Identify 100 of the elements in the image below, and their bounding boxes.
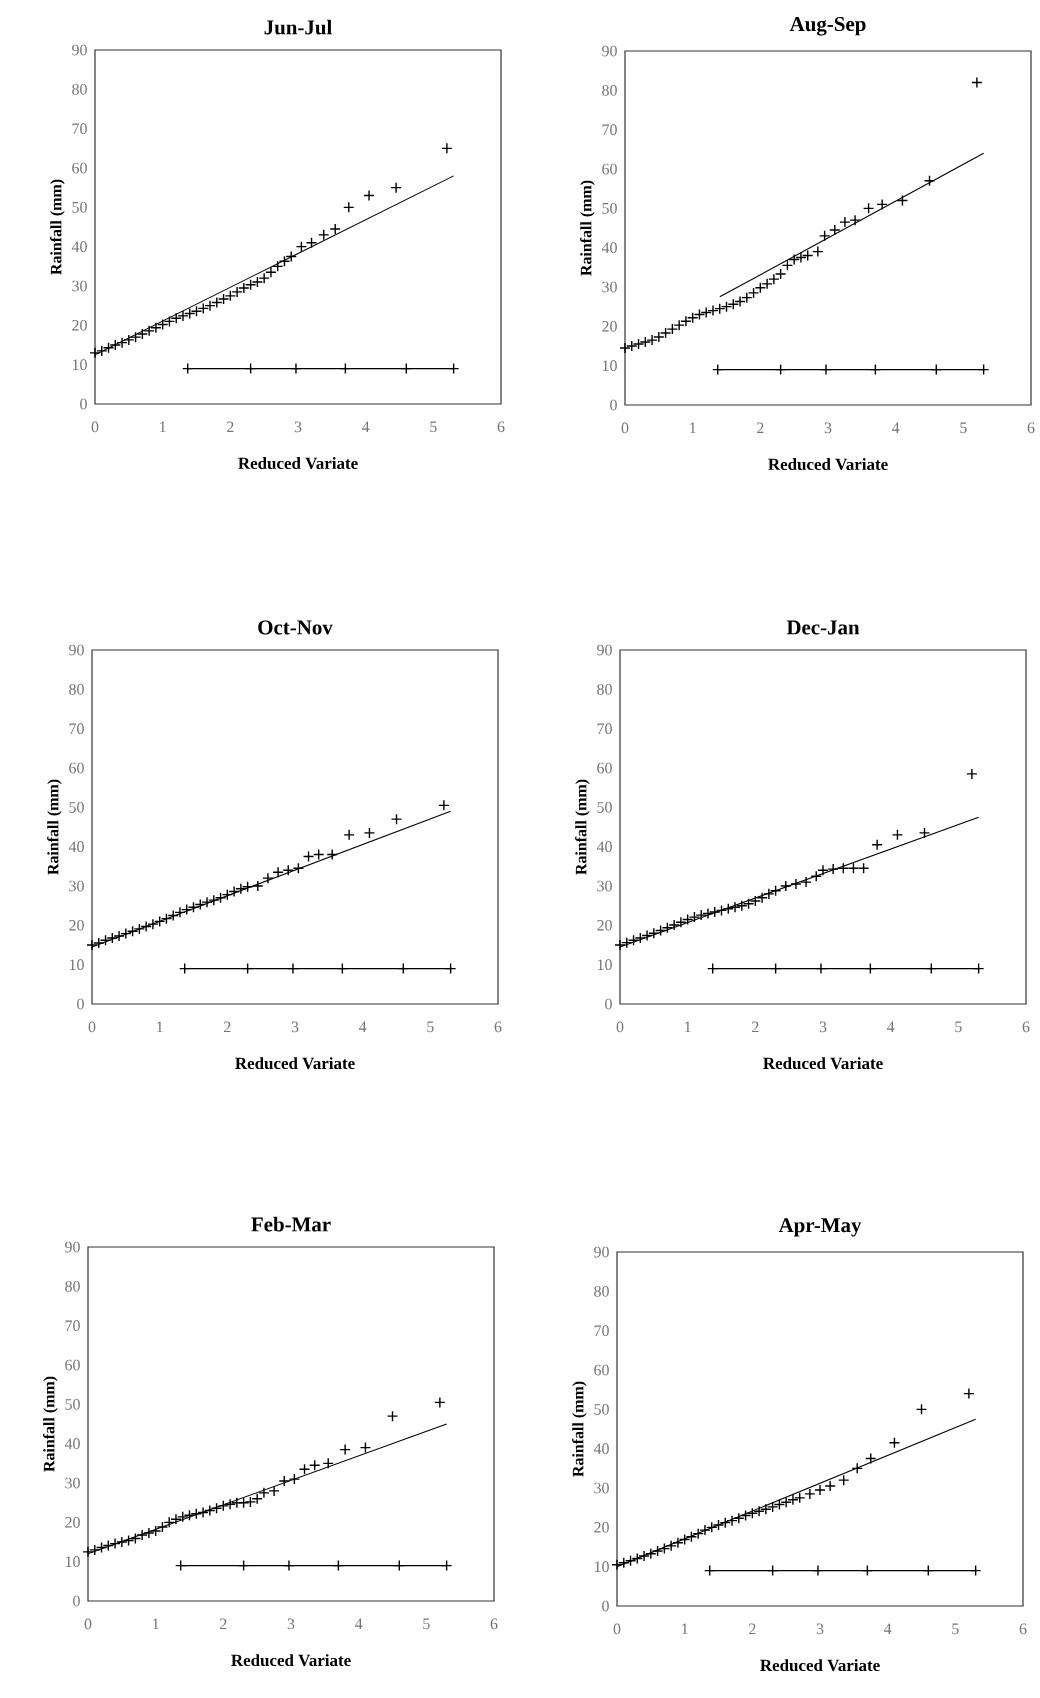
- point: [824, 1480, 836, 1492]
- point: [390, 813, 403, 825]
- point: [258, 1487, 270, 1499]
- x-axis-title: Reduced Variate: [760, 1659, 880, 1672]
- x-tick-label: 2: [224, 1021, 231, 1033]
- point: [251, 276, 264, 288]
- y-tick-label: 40: [68, 841, 84, 853]
- point: [224, 1498, 236, 1510]
- point: [95, 1541, 108, 1554]
- y-tick-label: 70: [602, 124, 617, 136]
- x-tick-label: 4: [884, 1623, 892, 1635]
- y-tick-label: 60: [65, 1359, 80, 1371]
- y-tick-label: 80: [594, 1285, 609, 1297]
- point: [175, 1559, 187, 1572]
- point: [645, 1548, 657, 1560]
- point: [187, 901, 200, 913]
- point: [829, 224, 841, 236]
- chart-title: Feb-Mar: [251, 1216, 331, 1232]
- point: [302, 850, 315, 863]
- point: [626, 340, 638, 352]
- point: [632, 338, 645, 350]
- point: [339, 362, 352, 375]
- point: [282, 864, 294, 876]
- x-tick-label: 1: [157, 1021, 163, 1033]
- point: [865, 1452, 877, 1465]
- y-tick-label: 60: [594, 1364, 609, 1376]
- point: [923, 175, 936, 187]
- x-tick-label: 3: [816, 1623, 824, 1635]
- x-tick-label: 0: [621, 422, 629, 434]
- point: [681, 913, 694, 926]
- point: [869, 363, 882, 376]
- y-tick-label: 80: [602, 84, 617, 96]
- point: [741, 291, 753, 304]
- point: [966, 768, 978, 780]
- point: [646, 334, 658, 346]
- point: [727, 298, 739, 311]
- y-tick-label: 50: [72, 201, 87, 213]
- point: [326, 848, 338, 861]
- x-axis-title: Reduced Variate: [231, 1654, 351, 1667]
- point: [153, 915, 166, 928]
- point: [217, 1500, 230, 1512]
- point: [235, 883, 247, 895]
- y-tick-label: 20: [69, 919, 84, 931]
- point: [181, 903, 193, 916]
- point: [244, 1496, 257, 1508]
- y-tick-label: 0: [605, 998, 612, 1010]
- point: [190, 305, 203, 317]
- x-tick-label: 5: [955, 1021, 962, 1033]
- point: [794, 1492, 806, 1504]
- point: [163, 315, 176, 328]
- point: [707, 304, 719, 317]
- y-tick-label: 60: [602, 163, 617, 175]
- x-tick-label: 5: [430, 421, 437, 433]
- y-tick-label: 20: [602, 320, 617, 332]
- y-tick-label: 10: [69, 959, 84, 971]
- y-tick-label: 90: [72, 44, 87, 56]
- point: [295, 240, 308, 253]
- point: [251, 1493, 263, 1505]
- point: [672, 1536, 684, 1549]
- x-tick-label: 0: [91, 421, 99, 433]
- point: [658, 1542, 671, 1555]
- point: [434, 1396, 446, 1409]
- point: [753, 1505, 765, 1517]
- y-tick-label: 30: [72, 280, 87, 292]
- point: [194, 898, 206, 911]
- point: [102, 1539, 114, 1552]
- y-tick-label: 80: [65, 1280, 80, 1292]
- point: [190, 1508, 202, 1520]
- point: [827, 863, 839, 875]
- x-axis-title: Reduced Variate: [235, 1057, 355, 1070]
- point: [292, 862, 305, 875]
- point: [312, 848, 325, 861]
- point: [136, 1529, 148, 1541]
- point: [244, 279, 257, 291]
- y-tick-label: 30: [602, 281, 617, 293]
- x-tick-label: 3: [287, 1618, 295, 1630]
- y-tick-label: 30: [594, 1482, 609, 1494]
- y-tick-label: 50: [602, 202, 617, 214]
- point: [839, 216, 851, 228]
- point: [343, 829, 355, 841]
- point: [851, 1462, 863, 1475]
- point: [163, 1516, 175, 1529]
- point: [102, 342, 115, 354]
- y-tick-label: 90: [65, 1241, 80, 1253]
- point: [204, 1504, 216, 1517]
- y-tick-label: 60: [69, 762, 84, 774]
- x-tick-label: 0: [88, 1021, 96, 1033]
- point: [322, 1457, 334, 1470]
- x-axis-title: Reduced Variate: [768, 458, 888, 471]
- point: [438, 799, 450, 812]
- point: [444, 962, 457, 975]
- point: [754, 282, 767, 294]
- point: [742, 898, 755, 910]
- point: [197, 1506, 209, 1519]
- point: [129, 331, 142, 343]
- point: [318, 229, 330, 241]
- point: [837, 1474, 850, 1486]
- chart-title: Jun-Jul: [264, 19, 332, 35]
- point: [214, 892, 227, 904]
- point: [231, 286, 243, 298]
